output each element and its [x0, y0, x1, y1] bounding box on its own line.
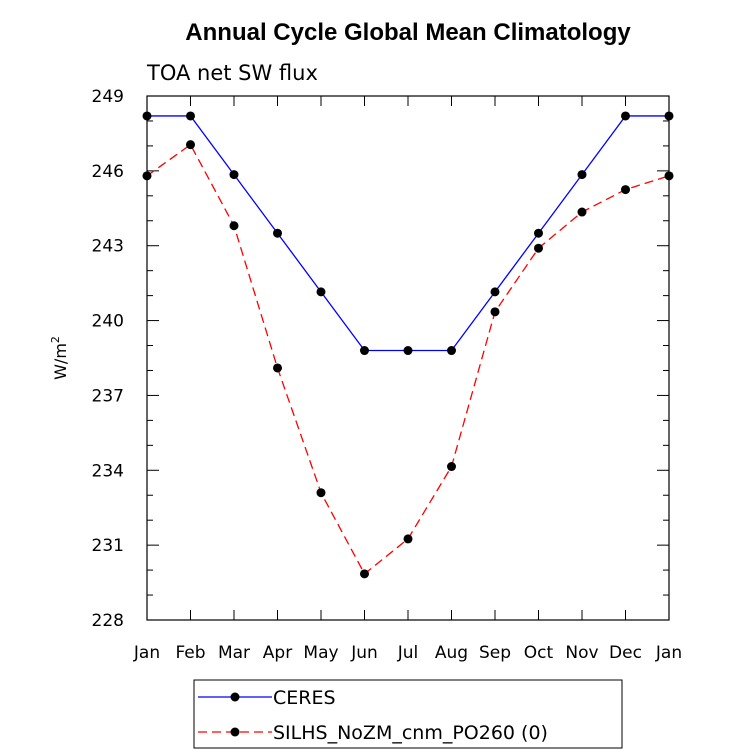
legend-box: [193, 679, 623, 749]
y-tick-label: 234: [92, 461, 124, 481]
series-layer: [142, 111, 674, 579]
data-point: [273, 363, 282, 373]
data-point: [490, 287, 500, 297]
y-tick-label: 231: [92, 536, 124, 556]
y-axis-label: W/m2: [49, 336, 70, 380]
data-point: [577, 170, 587, 180]
data-point: [360, 569, 369, 579]
x-tick-label: Jul: [397, 643, 419, 663]
x-tick-labels: Jan Feb Mar Apr May Jun Jul Aug Sep Oct Nov Dec Jan: [133, 643, 682, 663]
data-point: [664, 111, 674, 121]
data-point: [664, 171, 674, 181]
data-point: [490, 307, 500, 317]
chart-title: Annual Cycle Global Mean Climatology: [185, 19, 631, 46]
data-point: [447, 346, 456, 356]
data-point: [229, 170, 239, 180]
y-axis-label-superscript: 2: [49, 336, 62, 343]
data-point: [621, 185, 630, 195]
data-point: [534, 243, 543, 253]
series-line: [147, 115, 669, 352]
data-point: [316, 488, 326, 498]
y-tick-label: 228: [92, 611, 124, 631]
series-line: [146, 143, 670, 575]
x-tick-label: Jan: [655, 643, 682, 663]
x-tick-label: Feb: [175, 643, 205, 663]
legend-marker: [230, 692, 240, 702]
y-tick-label: 237: [92, 386, 124, 406]
data-point: [534, 228, 543, 238]
legend-label: CERES: [273, 687, 336, 709]
data-point: [186, 140, 195, 150]
data-point: [273, 228, 282, 238]
x-tick-label: Dec: [609, 643, 642, 663]
x-tick-label: Mar: [218, 643, 250, 663]
y-tick-label: 246: [92, 162, 124, 182]
data-point: [229, 221, 239, 231]
data-point: [577, 207, 587, 217]
y-tick-labels: 228 231 234 237 240 243 246 249: [92, 87, 124, 631]
data-point: [621, 111, 630, 121]
x-tick-label: May: [303, 643, 338, 663]
data-point: [403, 534, 413, 544]
x-tick-label: Oct: [524, 643, 554, 663]
legend: CERES SILHS_NoZM_cnm_PO260 (0): [198, 687, 548, 744]
data-point: [447, 462, 456, 472]
data-point: [360, 346, 369, 356]
x-tick-label: Aug: [435, 643, 468, 663]
data-point: [403, 346, 413, 356]
y-tick-label: 249: [92, 87, 124, 107]
legend-marker: [230, 727, 240, 737]
data-point: [186, 111, 195, 121]
data-point: [142, 171, 152, 181]
y-axis-label-text: W/m: [51, 343, 70, 380]
x-tick-label: Jan: [133, 643, 160, 663]
y-tick-label: 240: [92, 312, 124, 332]
y-tick-label: 243: [92, 237, 124, 257]
x-tick-label: Jun: [350, 643, 378, 663]
data-point: [142, 111, 152, 121]
x-tick-label: Apr: [263, 643, 292, 663]
legend-label: SILHS_NoZM_cnm_PO260 (0): [273, 722, 548, 744]
x-tick-label: Nov: [565, 643, 598, 663]
data-point: [316, 287, 326, 297]
x-tick-label: Sep: [479, 643, 511, 663]
chart-subtitle: TOA net SW flux: [146, 61, 318, 85]
